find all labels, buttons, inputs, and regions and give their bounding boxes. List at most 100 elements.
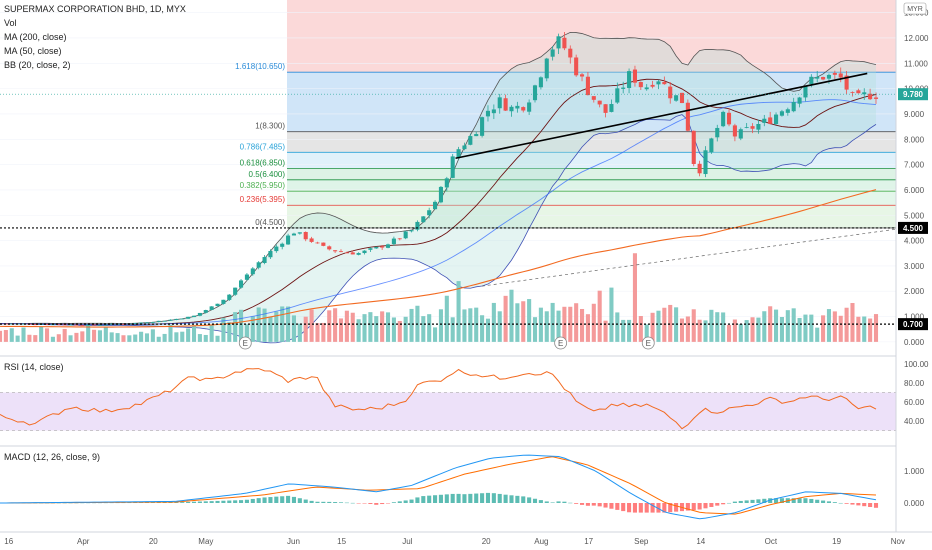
macd-histogram-bar bbox=[697, 503, 702, 510]
macd-histogram-bar bbox=[485, 492, 491, 503]
candle-body bbox=[532, 85, 538, 101]
volume-bar bbox=[162, 333, 167, 342]
volume-bar bbox=[574, 303, 579, 342]
volume-bar bbox=[121, 335, 126, 342]
candle-body bbox=[180, 318, 185, 320]
candle-body bbox=[274, 246, 279, 252]
volume-bar bbox=[180, 331, 185, 342]
candle-body bbox=[556, 36, 561, 49]
candle-body bbox=[797, 97, 802, 104]
volume-bar bbox=[62, 328, 67, 342]
macd-histogram-bar bbox=[156, 502, 161, 503]
volume-bar bbox=[374, 316, 379, 342]
volume-bar bbox=[738, 323, 743, 342]
candle-body bbox=[474, 134, 479, 137]
currency-badge bbox=[903, 2, 927, 15]
volume-bar bbox=[691, 309, 696, 342]
candle-body bbox=[80, 325, 85, 327]
macd-histogram-bar bbox=[850, 503, 855, 505]
volume-bar bbox=[709, 309, 714, 342]
macd-histogram-bar bbox=[721, 503, 726, 505]
macd-histogram-bar bbox=[791, 498, 796, 503]
candle-body bbox=[427, 210, 432, 216]
macd-histogram-bar bbox=[868, 503, 873, 507]
candle-body bbox=[144, 322, 150, 324]
event-marker-label: E bbox=[646, 339, 651, 348]
macd-histogram-bar bbox=[503, 494, 508, 503]
candle-body bbox=[850, 92, 855, 93]
macd-histogram-bar bbox=[268, 497, 273, 503]
candle-body bbox=[744, 127, 749, 128]
macd-histogram-bar bbox=[280, 496, 285, 503]
time-tick-label: 14 bbox=[696, 537, 705, 546]
volume-bar bbox=[92, 329, 97, 342]
volume-bar bbox=[480, 315, 485, 342]
macd-histogram-bar bbox=[203, 501, 208, 503]
macd-histogram-bar bbox=[327, 501, 332, 503]
volume-bar bbox=[668, 304, 673, 342]
macd-histogram-bar bbox=[438, 494, 443, 503]
candle-body bbox=[338, 251, 344, 253]
volume-bar bbox=[303, 316, 308, 342]
candle-body bbox=[256, 262, 261, 268]
candle-body bbox=[186, 316, 191, 319]
volume-bar bbox=[873, 314, 879, 342]
macd-histogram-bar bbox=[209, 501, 214, 503]
candle-body bbox=[197, 312, 202, 316]
time-tick-label: Jul bbox=[402, 537, 412, 546]
candle-body bbox=[362, 250, 367, 254]
fib-label: 0.618(6.850) bbox=[240, 158, 286, 167]
candle-body bbox=[868, 93, 873, 100]
fib-label: 1.618(10.650) bbox=[235, 62, 285, 71]
candle-body bbox=[779, 111, 784, 116]
macd-histogram-bar bbox=[427, 495, 432, 503]
chart-title: SUPERMAX CORPORATION BHD, 1D, MYX bbox=[4, 4, 186, 14]
candle-body bbox=[215, 303, 220, 307]
volume-bar bbox=[268, 316, 273, 342]
macd-histogram-bar bbox=[180, 502, 185, 503]
volume-bar bbox=[9, 328, 14, 342]
candle-body bbox=[203, 310, 208, 313]
volume-bar bbox=[456, 281, 461, 342]
macd-histogram-bar bbox=[303, 499, 308, 503]
volume-bar bbox=[568, 306, 573, 342]
volume-bar bbox=[433, 327, 438, 342]
candle-body bbox=[309, 238, 314, 242]
candle-body bbox=[873, 97, 879, 99]
macd-tick-label: 1.000 bbox=[904, 467, 925, 476]
macd-histogram-bar bbox=[480, 493, 485, 503]
volume-bar bbox=[327, 310, 332, 342]
volume-bar bbox=[632, 253, 637, 342]
macd-histogram-bar bbox=[562, 501, 567, 503]
macd-histogram-bar bbox=[779, 498, 784, 503]
candle-body bbox=[156, 320, 161, 322]
candle-body bbox=[227, 294, 232, 300]
macd-histogram-bar bbox=[762, 498, 767, 503]
bollinger-band-fill bbox=[0, 32, 876, 343]
candle-body bbox=[615, 88, 620, 103]
macd-histogram-bar bbox=[256, 498, 261, 503]
price-tick-label: 7.000 bbox=[904, 161, 925, 170]
candle-body bbox=[709, 138, 714, 153]
macd-histogram-bar bbox=[286, 495, 291, 503]
candle-body bbox=[480, 117, 485, 136]
price-tick-label: 0.000 bbox=[904, 338, 925, 347]
macd-histogram-bar bbox=[456, 493, 461, 503]
volume-bar bbox=[521, 301, 526, 342]
macd-histogram-bar bbox=[656, 503, 661, 513]
macd-histogram-bar bbox=[450, 493, 455, 503]
volume-bar bbox=[215, 335, 220, 342]
candle-body bbox=[268, 250, 273, 258]
candle-body bbox=[503, 98, 508, 111]
volume-bar bbox=[515, 303, 520, 342]
candle-body bbox=[221, 299, 226, 304]
macd-histogram-bar bbox=[826, 501, 832, 503]
volume-bar bbox=[39, 326, 44, 342]
volume-bar bbox=[262, 308, 267, 342]
volume-bar bbox=[368, 312, 373, 342]
volume-bar bbox=[756, 317, 761, 342]
macd-histogram-bar bbox=[174, 502, 179, 503]
macd-histogram-bar bbox=[197, 501, 202, 503]
candle-body bbox=[297, 232, 302, 234]
